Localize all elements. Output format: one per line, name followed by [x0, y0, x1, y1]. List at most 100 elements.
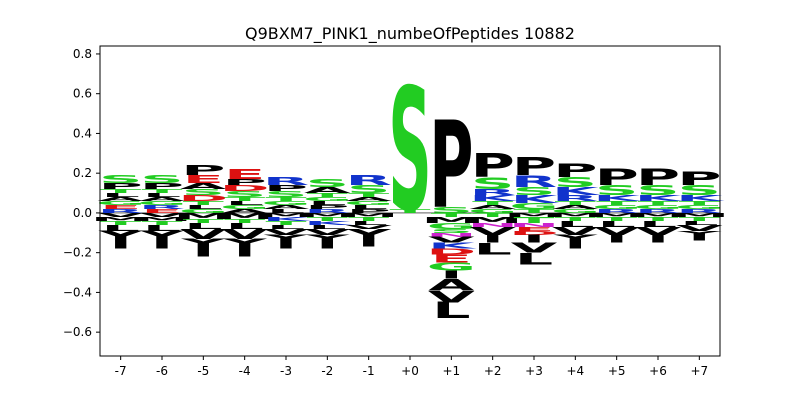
logo-letter: T: [679, 200, 720, 206]
logo-letter: L: [143, 223, 181, 232]
logo-letter: M: [628, 212, 688, 218]
logo-letter: N: [509, 222, 559, 228]
logo-letter: M: [132, 216, 192, 222]
logo-letter: P: [99, 182, 143, 191]
logo-letter: A: [180, 182, 228, 191]
logo-letter: G: [509, 202, 558, 211]
logo-letter: K: [304, 220, 353, 226]
x-tick-label: -5: [197, 364, 209, 378]
logo-letter: N: [467, 222, 517, 228]
logo-letter: V: [511, 240, 558, 256]
logo-letter: L: [680, 220, 718, 226]
logo-letter: V: [552, 225, 599, 238]
logo-letter: S: [223, 190, 266, 199]
logo-letter: G: [303, 196, 352, 202]
logo-letter: P: [677, 167, 721, 190]
logo-letter: K: [263, 216, 312, 222]
y-tick-label: −0.2: [63, 246, 92, 260]
logo-letter: Y: [139, 228, 186, 244]
x-tick-label: -6: [156, 364, 168, 378]
logo-letter: E: [224, 167, 265, 183]
logo-letter: G: [633, 204, 682, 210]
logo-letter: T: [348, 216, 389, 222]
logo-letter: S: [264, 190, 307, 199]
logo-letter: E: [431, 253, 472, 266]
logo-letter: T: [472, 212, 513, 218]
logo-letter: A: [139, 196, 186, 202]
logo-letter: G: [427, 261, 476, 274]
x-tick-label: +5: [608, 364, 626, 378]
logo-letter: T: [307, 192, 348, 198]
logo-letter: V: [304, 227, 352, 236]
logo-letter: M: [215, 211, 275, 220]
logo-letter: R: [635, 208, 681, 214]
logo-letter: P: [553, 159, 597, 182]
logo-letter: K: [428, 241, 477, 250]
logo-letter: V: [593, 225, 640, 238]
logo-letter: V: [180, 226, 227, 242]
x-tick-label: +1: [442, 364, 460, 378]
logo-letter: L: [349, 204, 387, 210]
logo-letter: T: [637, 200, 678, 206]
logo-letter: S: [636, 183, 679, 199]
logo-letter: A: [221, 208, 268, 214]
logo-letter: L: [184, 221, 222, 230]
logo-letter: T: [431, 212, 472, 218]
logo-letter: I: [275, 239, 297, 252]
logo-letter: P: [305, 204, 349, 210]
logo-letter: Y: [552, 233, 598, 242]
logo-letter: L: [639, 219, 677, 228]
logo-letter: Y: [97, 228, 144, 244]
logo-letter: V: [139, 212, 186, 218]
logo-letter: T: [513, 208, 554, 214]
logo-letter: G: [96, 200, 145, 206]
logo-letter: M: [587, 212, 647, 218]
logo-letter: I: [564, 239, 586, 252]
logo-letter: P: [512, 152, 556, 181]
logo-letter: T: [679, 216, 720, 222]
logo-letter: T: [596, 200, 637, 206]
logo-letter: A: [428, 276, 475, 295]
logo-letter: E: [513, 226, 554, 232]
logo-letter: K: [469, 194, 518, 203]
logo-letter: M: [339, 212, 399, 218]
logo-letter: S: [306, 177, 349, 190]
logo-letter: L: [308, 224, 346, 230]
logo-letter: L: [143, 192, 181, 198]
logo-letter: L: [267, 224, 305, 230]
logo-letter: P: [347, 208, 391, 214]
y-tick-label: 0.6: [73, 87, 92, 101]
logo-letter: T: [265, 196, 306, 202]
logo-letter: L: [225, 200, 263, 206]
logo-letter: L: [515, 250, 553, 269]
logo-letter: A: [345, 196, 392, 202]
logo-letter: M: [421, 215, 481, 224]
logo-letter: S: [388, 52, 431, 249]
x-tick-label: +7: [690, 364, 708, 378]
logo-letter: T: [141, 188, 182, 194]
logo-letter: A: [552, 204, 599, 210]
logo-letter: I: [316, 239, 338, 252]
y-tick-label: −0.4: [63, 285, 92, 299]
logo-letter: T: [265, 220, 306, 226]
logo-letter: P: [264, 184, 308, 193]
x-tick-label: +0: [401, 364, 419, 378]
logo-letter: D: [220, 184, 270, 193]
logo-letter: P: [429, 97, 473, 236]
logo-letter: S: [140, 173, 183, 186]
x-tick-label: +2: [484, 364, 502, 378]
logo-letter: L: [432, 298, 470, 323]
logo-letter: I: [523, 233, 545, 246]
logo-letter: S: [99, 173, 142, 186]
logo-letter: E: [141, 208, 182, 214]
logo-letter: V: [345, 224, 392, 230]
logo-letter: I: [688, 233, 710, 242]
logo-letter: T: [555, 216, 596, 222]
logo-letter: T: [100, 220, 141, 226]
plot-frame: [99, 45, 721, 357]
logo-letter: R: [469, 188, 515, 197]
logo-letter: G: [592, 204, 641, 210]
logo-letter: E: [183, 173, 224, 186]
logo-letter: K: [552, 185, 601, 198]
logo-letter: K: [676, 194, 725, 203]
